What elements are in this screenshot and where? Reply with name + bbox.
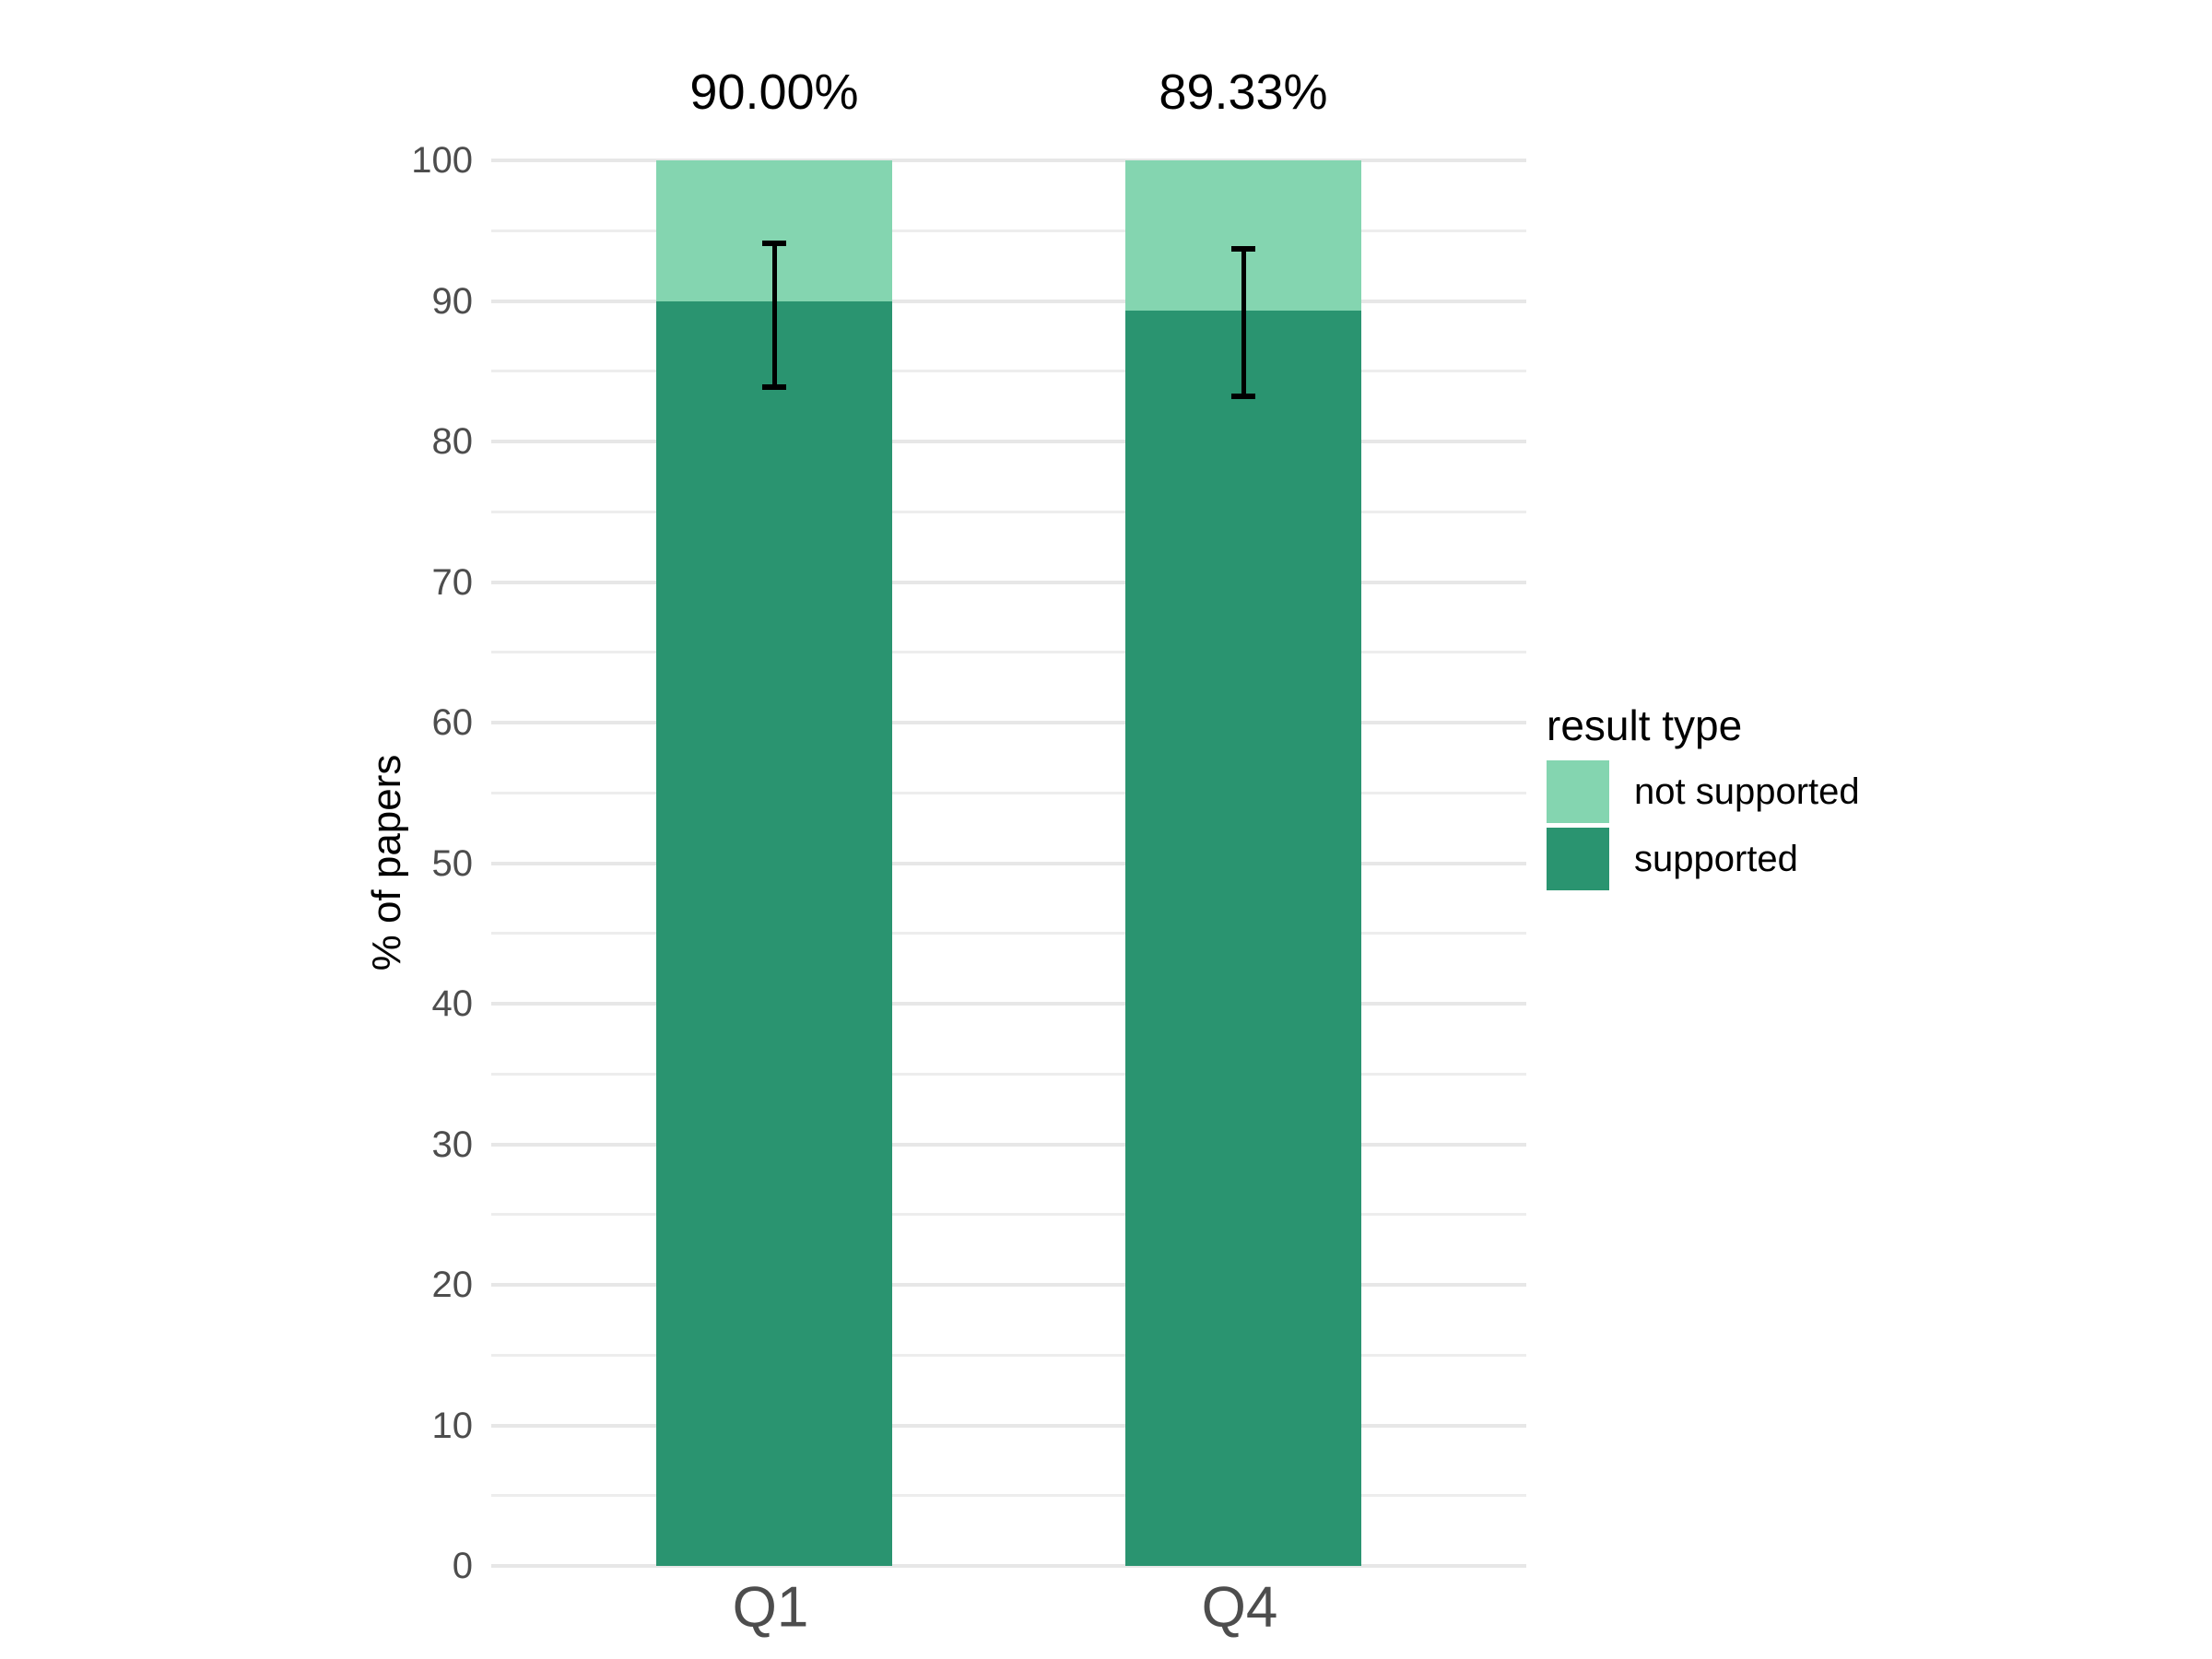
x-tick-label-q1: Q1 — [732, 1575, 809, 1640]
gridline-minor — [491, 370, 1526, 373]
gridline-major — [491, 861, 1526, 865]
gridline-minor — [491, 1213, 1526, 1217]
bar-segment-supported-q4 — [1125, 310, 1361, 1566]
legend-swatch-not-supported — [1547, 760, 1609, 824]
gridline-major — [491, 1283, 1526, 1287]
error-bar-stem — [771, 242, 777, 387]
y-tick-label: 90 — [431, 280, 474, 322]
gridline-minor — [491, 229, 1526, 232]
gridline-major — [491, 1142, 1526, 1147]
error-bar-cap-bottom — [1231, 394, 1255, 400]
legend-item-supported: supported — [1547, 828, 1860, 891]
gridline-major — [491, 440, 1526, 443]
y-tick-label: 20 — [431, 1265, 474, 1305]
legend-item-not-supported: not supported — [1547, 760, 1860, 824]
gridline-minor — [491, 1494, 1526, 1498]
bar-value-label: 90.00% — [689, 65, 859, 120]
bar-segment-supported-q1 — [656, 300, 892, 1566]
gridline-major — [491, 299, 1526, 303]
x-tick-label-q4: Q4 — [1201, 1575, 1278, 1640]
gridline-major — [491, 1564, 1526, 1568]
legend-swatch-supported — [1547, 828, 1609, 891]
gridline-major — [491, 159, 1526, 162]
legend-title: result type — [1547, 701, 1743, 749]
gridline-minor — [491, 651, 1526, 654]
error-bar-cap-bottom — [762, 383, 786, 390]
gridline-minor — [491, 510, 1526, 513]
legend-label-not-supported: not supported — [1634, 771, 1860, 812]
y-tick-label: 10 — [431, 1405, 474, 1446]
y-tick-label: 30 — [431, 1124, 474, 1165]
error-bar-stem — [1241, 249, 1246, 397]
error-bar-cap-top — [762, 240, 786, 246]
gridline-minor — [491, 1072, 1526, 1076]
y-tick-label: 80 — [431, 421, 474, 462]
y-tick-label: 40 — [431, 983, 474, 1024]
legend-label-supported: supported — [1634, 838, 1798, 879]
y-tick-label: 70 — [431, 561, 474, 603]
y-tick-label: 0 — [452, 1546, 473, 1586]
y-tick-label: 100 — [411, 140, 473, 181]
gridline-minor — [491, 932, 1526, 935]
gridline-major — [491, 1002, 1526, 1006]
bar-value-label: 89.33% — [1159, 65, 1328, 120]
error-bar-cap-top — [1231, 246, 1255, 253]
gridline-major — [491, 1423, 1526, 1428]
legend: result type not supported supported — [1547, 700, 1860, 895]
gridline-minor — [491, 791, 1526, 794]
gridline-major — [491, 580, 1526, 584]
y-tick-label: 60 — [431, 702, 474, 743]
gridline-minor — [491, 1353, 1526, 1357]
gridline-major — [491, 721, 1526, 724]
y-tick-label: 50 — [431, 842, 474, 884]
